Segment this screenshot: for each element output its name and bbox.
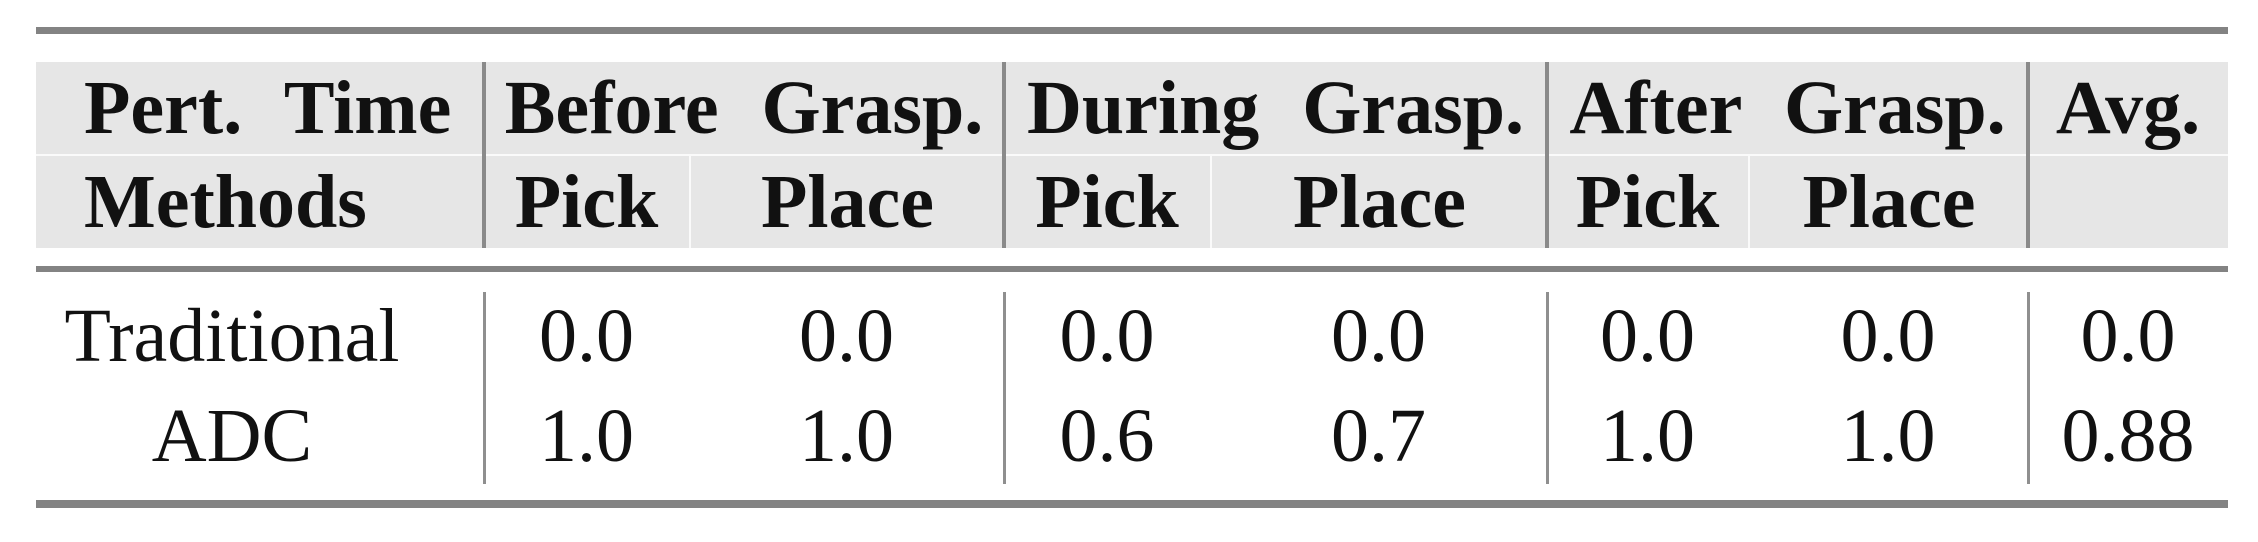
row-label-traditional: Traditional [64, 294, 400, 378]
header-cell-pert-time: Pert. Time [36, 62, 484, 154]
header-cell-avg-empty [2028, 154, 2228, 248]
table-header: Pert. Time Before Grasp. During Grasp. A… [36, 62, 2228, 248]
cell-adc-during-place: 0.7 [1331, 394, 1426, 478]
header-cell-after-place: Place [1748, 154, 2028, 248]
header-cell-methods: Methods [36, 154, 484, 248]
cell-traditional-avg: 0.0 [2080, 294, 2176, 378]
cell-traditional-after-pick: 0.0 [1600, 294, 1695, 378]
cell-adc-before-place: 1.0 [799, 394, 894, 478]
body-divider-1 [483, 292, 486, 484]
cell-traditional-during-place: 0.0 [1331, 294, 1426, 378]
cell-traditional-during-pick: 0.0 [1059, 294, 1155, 378]
cell-adc-avg: 0.88 [2061, 394, 2195, 478]
header-cell-before-place: Place [689, 154, 1004, 248]
header-cell-before-pick: Pick [484, 154, 689, 248]
table-top-rule [36, 27, 2228, 34]
body-divider-2 [1003, 292, 1006, 484]
header-cell-during-grasp: During Grasp. [1004, 62, 1547, 154]
header-cell-before-grasp: Before Grasp. [484, 62, 1004, 154]
table-body: Traditional 0.0 0.0 0.0 0.0 0.0 0.0 0.0 … [36, 286, 2228, 486]
body-divider-4 [2027, 292, 2030, 484]
header-cell-after-grasp: After Grasp. [1547, 62, 2028, 154]
header-divider-2 [1002, 62, 1006, 248]
cell-traditional-before-pick: 0.0 [539, 294, 634, 378]
table-bottom-rule [36, 500, 2228, 508]
cell-adc-during-pick: 0.6 [1059, 394, 1155, 478]
header-cell-after-pick: Pick [1547, 154, 1748, 248]
header-cell-during-pick: Pick [1004, 154, 1210, 248]
row-label-adc: ADC [151, 394, 313, 478]
header-cell-avg: Avg. [2028, 62, 2228, 154]
table-mid-rule [36, 266, 2228, 272]
header-cell-during-place: Place [1210, 154, 1547, 248]
cell-traditional-before-place: 0.0 [799, 294, 894, 378]
cell-adc-after-place: 1.0 [1840, 394, 1936, 478]
cell-traditional-after-place: 0.0 [1840, 294, 1936, 378]
header-divider-4 [2026, 62, 2030, 248]
cell-adc-after-pick: 1.0 [1600, 394, 1695, 478]
header-divider-1 [482, 62, 486, 248]
header-divider-3 [1545, 62, 1549, 248]
cell-adc-before-pick: 1.0 [539, 394, 634, 478]
body-divider-3 [1546, 292, 1549, 484]
